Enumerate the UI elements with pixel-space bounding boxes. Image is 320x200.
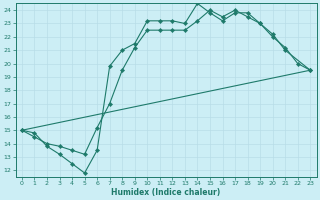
X-axis label: Humidex (Indice chaleur): Humidex (Indice chaleur) — [111, 188, 221, 197]
